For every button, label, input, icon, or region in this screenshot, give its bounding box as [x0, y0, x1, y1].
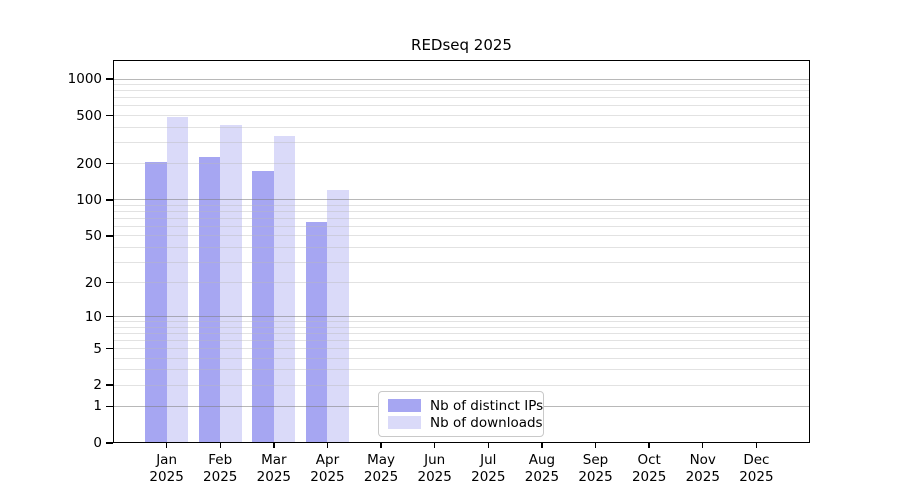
y-tick-label: 0 [93, 435, 102, 451]
gridline [113, 199, 810, 201]
y-tick-mark [106, 162, 113, 165]
x-tick-label: Oct 2025 [631, 452, 667, 485]
x-tick-label: Jun 2025 [417, 452, 452, 485]
bar-downloads [166, 116, 189, 443]
x-tick-mark [541, 443, 543, 448]
gridline [113, 97, 810, 99]
y-tick-label: 50 [84, 227, 102, 244]
y-tick-label: 1000 [67, 71, 102, 88]
x-tick-label: Jul 2025 [471, 452, 506, 485]
x-tick-mark [219, 443, 221, 448]
gridline [113, 105, 810, 107]
gridline [113, 115, 810, 117]
y-tick-label: 5 [93, 340, 102, 357]
bars-layer [113, 60, 810, 443]
y-tick-mark [106, 347, 113, 350]
y-tick-label: 200 [76, 155, 102, 172]
y-tick-label: 20 [84, 274, 102, 291]
gridline [113, 339, 810, 341]
x-tick-mark [648, 443, 650, 448]
x-tick-mark [702, 443, 704, 448]
legend-label-downloads: Nb of downloads [430, 414, 543, 431]
y-tick-mark [106, 114, 113, 117]
x-tick-mark [433, 443, 436, 448]
gridline [113, 141, 810, 143]
gridline [113, 211, 810, 213]
x-tick-mark [755, 443, 758, 448]
y-tick-mark [106, 199, 113, 201]
x-tick-label: Aug 2025 [524, 452, 560, 485]
x-tick-mark [380, 443, 382, 448]
x-tick-label: Nov 2025 [685, 452, 720, 485]
gridline [113, 78, 810, 80]
legend-entry-distinct-ips: Nb of distinct IPs [388, 398, 543, 414]
y-tick-mark [106, 384, 113, 386]
y-tick-label: 1 [93, 398, 102, 415]
gridline [113, 326, 810, 328]
x-tick-mark [165, 443, 168, 448]
x-tick-mark [594, 443, 597, 448]
y-tick-mark [106, 78, 113, 80]
gridline [113, 204, 810, 206]
legend: Nb of distinct IPs Nb of downloads [378, 391, 544, 437]
y-tick-label: 100 [76, 191, 102, 208]
legend-label-distinct-ips: Nb of distinct IPs [430, 397, 544, 414]
legend-entry-downloads: Nb of downloads [388, 415, 543, 431]
legend-swatch-distinct-ips [388, 399, 421, 412]
gridline [113, 126, 810, 128]
bar-distinct-ips [252, 170, 274, 443]
x-tick-mark [273, 443, 275, 448]
legend-swatch-downloads [388, 416, 421, 429]
plot-border [113, 60, 810, 443]
gridline [113, 225, 810, 227]
bar-downloads [273, 135, 296, 443]
gridline [113, 246, 810, 248]
gridline [113, 357, 810, 359]
y-tick-mark [106, 281, 113, 284]
x-tick-mark [487, 443, 489, 448]
gridline [113, 384, 810, 386]
bar-downloads [220, 124, 242, 443]
gridline [113, 235, 810, 237]
gridline [113, 321, 810, 323]
gridline [113, 163, 810, 165]
gridline [113, 348, 810, 350]
y-tick-mark [106, 442, 113, 444]
gridline [113, 316, 810, 318]
x-tick-label: May 2025 [363, 452, 399, 485]
chart-title: REDseq 2025 [411, 36, 512, 54]
gridline [113, 369, 810, 371]
x-tick-label: Feb 2025 [203, 452, 238, 485]
plot-area [113, 60, 810, 443]
x-tick-label: Jan 2025 [149, 452, 184, 485]
gridline [113, 282, 810, 284]
gridline [113, 217, 810, 219]
y-tick-label: 2 [93, 377, 102, 394]
x-tick-label: Sep 2025 [578, 452, 613, 485]
bar-distinct-ips [198, 157, 221, 443]
x-tick-mark [326, 443, 329, 448]
gridline [113, 332, 810, 334]
y-tick-mark [106, 315, 113, 318]
gridline [113, 261, 810, 263]
gridline [113, 90, 810, 92]
x-tick-label: Mar 2025 [256, 452, 292, 485]
bar-distinct-ips [305, 222, 328, 443]
y-tick-mark [106, 235, 113, 237]
y-tick-mark [106, 405, 113, 408]
y-tick-label: 500 [76, 107, 102, 124]
gridline [113, 84, 810, 86]
y-tick-label: 10 [84, 308, 102, 325]
bar-distinct-ips [145, 161, 167, 443]
x-tick-label: Dec 2025 [739, 452, 774, 485]
x-tick-label: Apr 2025 [310, 452, 345, 485]
